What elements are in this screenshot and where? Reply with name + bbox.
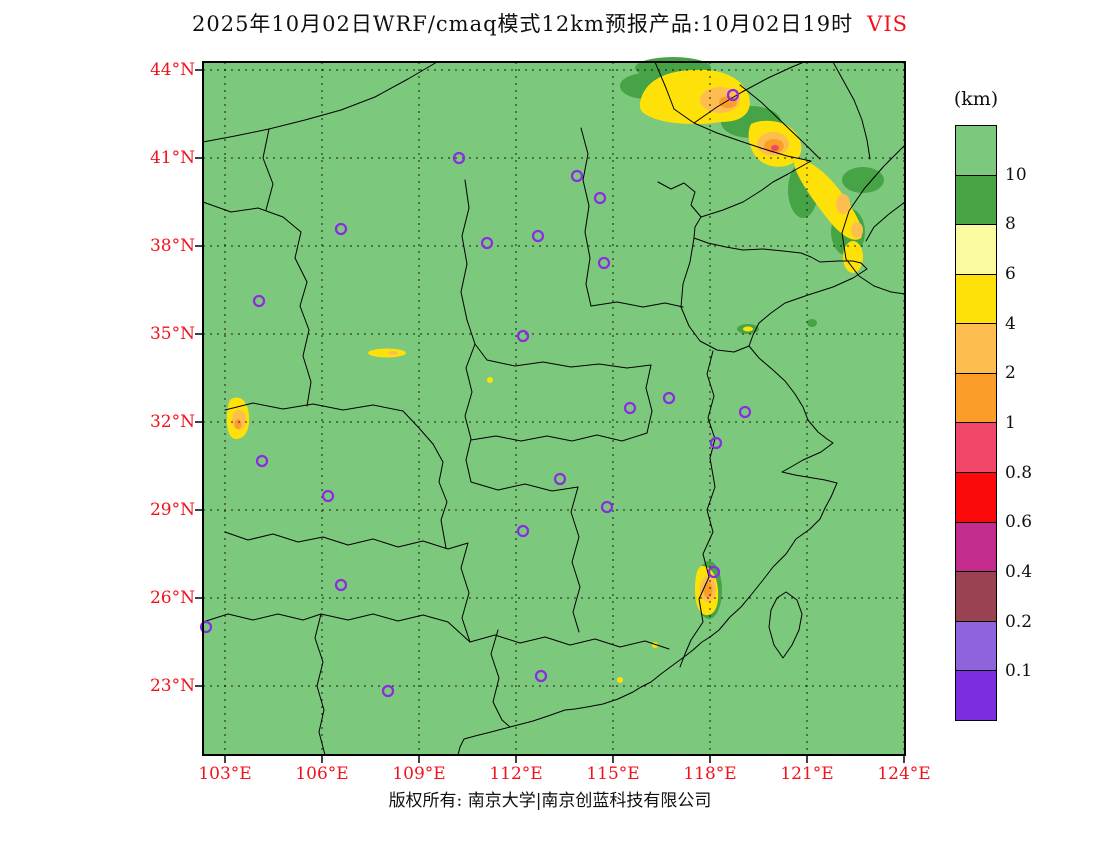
legend-swatch-6-8 xyxy=(956,225,996,275)
lon-label-109e: 109°E xyxy=(392,764,446,784)
vis-patches-low-core xyxy=(771,145,779,151)
station-marker xyxy=(600,500,614,514)
station-marker xyxy=(570,169,584,183)
lon-label-106e: 106°E xyxy=(295,764,349,784)
lat-label-29n: 29°N xyxy=(149,500,195,520)
station-marker xyxy=(662,391,676,405)
legend-tick-6: 6 xyxy=(1005,264,1016,284)
station-marker xyxy=(252,294,266,308)
station-marker xyxy=(707,565,721,579)
station-markers xyxy=(199,88,752,698)
legend-swatch-<0.1 xyxy=(956,671,996,720)
legend-swatch-8-10 xyxy=(956,175,996,226)
station-marker xyxy=(553,472,567,486)
legend-tick-0-4: 0.4 xyxy=(1005,562,1033,582)
legend-swatch-0.4-0.6 xyxy=(956,522,996,573)
lat-label-23n: 23°N xyxy=(149,676,195,696)
legend-swatch-1-2 xyxy=(956,373,996,424)
lat-label-32n: 32°N xyxy=(149,412,195,432)
legend-unit-label: (km) xyxy=(953,88,999,110)
lat-label-44n: 44°N xyxy=(149,60,195,80)
lon-label-103e: 103°E xyxy=(198,764,252,784)
station-marker xyxy=(480,236,494,250)
lon-label-124e: 124°E xyxy=(877,764,931,784)
title-variable: VIS xyxy=(867,12,909,36)
copyright-text: 版权所有: 南京大学|南京创蓝科技有限公司 xyxy=(388,791,712,811)
station-marker xyxy=(516,524,530,538)
legend-tick-0-1: 0.1 xyxy=(1005,661,1033,681)
lon-label-118e: 118°E xyxy=(683,764,737,784)
station-marker xyxy=(623,401,637,415)
station-marker xyxy=(516,329,530,343)
lon-label-112e: 112°E xyxy=(489,764,543,784)
legend-tick-0-2: 0.2 xyxy=(1005,612,1033,632)
legend-tick-1: 1 xyxy=(1005,413,1016,433)
station-marker xyxy=(199,620,213,634)
axis-ticks xyxy=(195,69,905,763)
map-frame xyxy=(202,61,906,756)
station-marker xyxy=(726,88,740,102)
lat-label-38n: 38°N xyxy=(149,236,195,256)
legend-tick-8: 8 xyxy=(1005,214,1016,234)
station-marker xyxy=(334,222,348,236)
station-marker xyxy=(321,489,335,503)
lon-label-121e: 121°E xyxy=(780,764,834,784)
station-marker xyxy=(255,454,269,468)
station-marker xyxy=(597,256,611,270)
station-marker xyxy=(738,405,752,419)
legend-swatch-0.6-0.8 xyxy=(956,473,996,523)
legend-tick-0-6: 0.6 xyxy=(1005,512,1033,532)
station-marker xyxy=(534,669,548,683)
legend-swatch-2-4 xyxy=(956,324,996,374)
legend-swatch-4-6 xyxy=(956,274,996,325)
legend-swatch->10 xyxy=(956,126,996,176)
legend-tick-2: 2 xyxy=(1005,363,1016,383)
legend-tick-0-8: 0.8 xyxy=(1005,463,1033,483)
legend-tick-4: 4 xyxy=(1005,314,1016,334)
graticule xyxy=(203,62,905,755)
title-main: 2025年10月02日WRF/cmaq模式12km预报产品:10月02日19时 xyxy=(191,12,854,36)
legend-swatches xyxy=(955,125,997,721)
station-marker xyxy=(334,578,348,592)
lat-label-41n: 41°N xyxy=(149,148,195,168)
legend-tick-10: 10 xyxy=(1005,165,1027,185)
lat-label-35n: 35°N xyxy=(149,324,195,344)
lon-label-115e: 115°E xyxy=(586,764,640,784)
lat-label-26n: 26°N xyxy=(149,588,195,608)
legend-swatch-0.1-0.2 xyxy=(956,621,996,672)
station-marker xyxy=(452,151,466,165)
station-marker xyxy=(381,684,395,698)
legend-swatch-0.8-1 xyxy=(956,423,996,474)
station-marker xyxy=(593,191,607,205)
station-marker xyxy=(531,229,545,243)
map-canvas xyxy=(195,57,906,763)
page-title: 2025年10月02日WRF/cmaq模式12km预报产品:10月02日19时 V… xyxy=(0,8,1100,38)
legend-swatch-0.2-0.4 xyxy=(956,572,996,622)
province-boundaries xyxy=(202,61,906,756)
station-marker xyxy=(709,436,723,450)
